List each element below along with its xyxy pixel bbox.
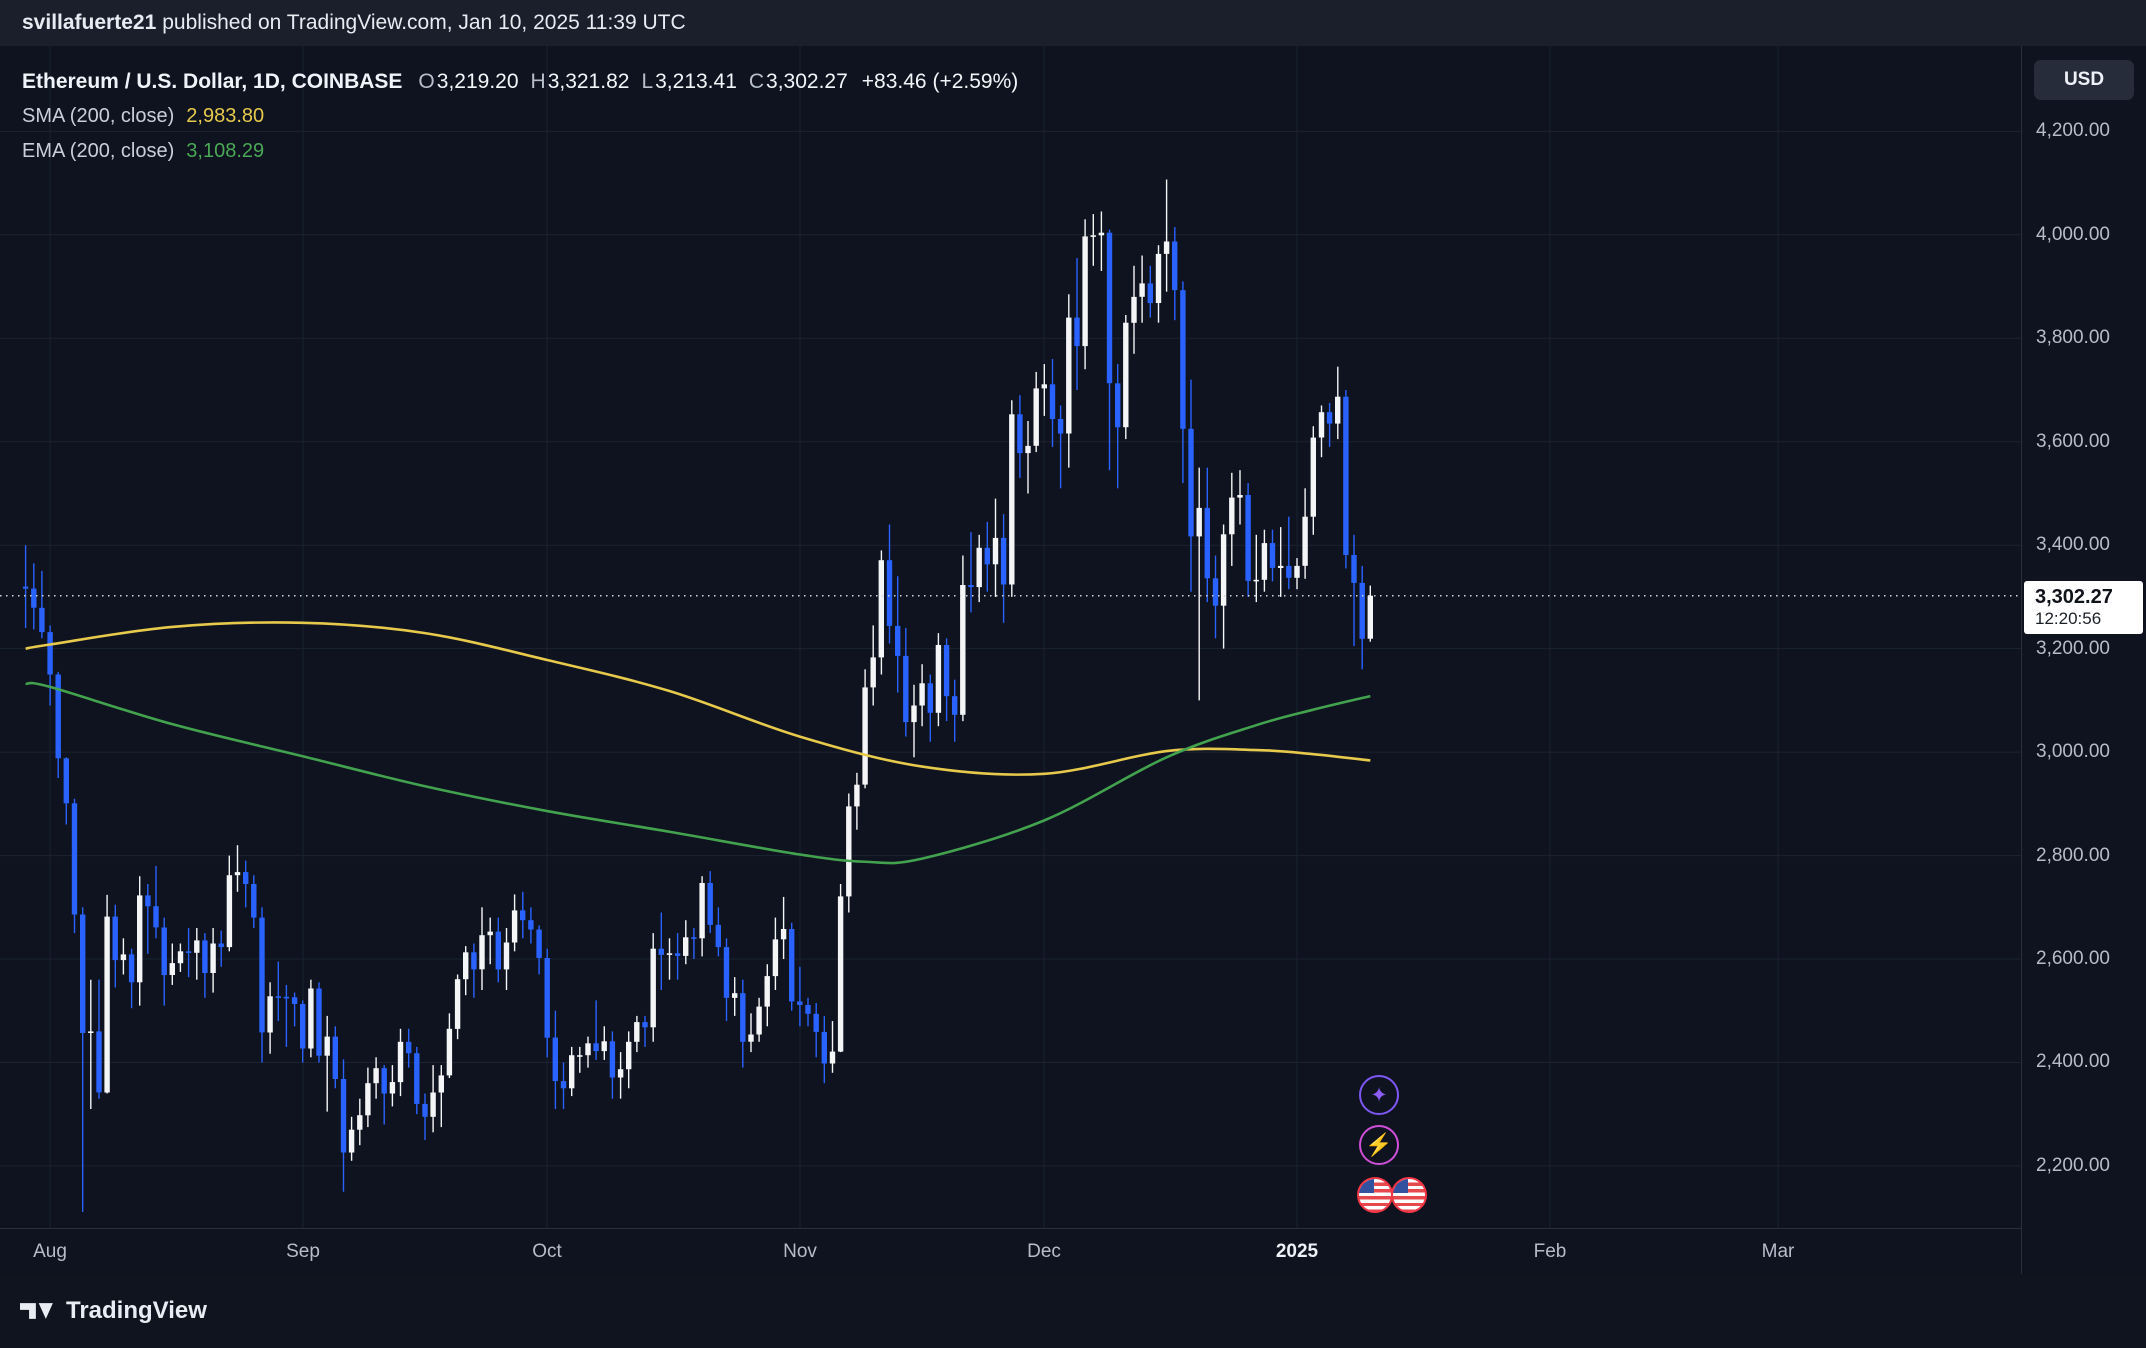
price-axis[interactable]: USD 4,200.00 4,000.00 3,800.00 3,600.00 3,40… [2021,46,2146,1274]
price-axis-label: 2,200.00 [2036,1155,2110,1176]
time-axis-label: Oct [532,1241,562,1262]
price-axis-label: 2,400.00 [2036,1051,2110,1072]
publish-info: published on TradingView.com, Jan 10, 20… [162,11,686,34]
ohlc-letter: L [641,69,654,93]
bolt-widget-icon[interactable]: ⚡ [1359,1125,1399,1165]
tradingview-logo-icon[interactable] [20,1297,54,1325]
publisher-name: svillafuerte21 [22,11,157,34]
ohlc-value: 3,302.27 [766,69,848,93]
us-flag-icon[interactable] [1357,1177,1393,1213]
time-axis-label: Sep [286,1241,320,1262]
time-axis-label: Aug [33,1241,67,1262]
ema-value: 3,108.29 [186,140,265,162]
lightning-icon: ⚡ [1365,1132,1393,1157]
grid [0,46,2021,1228]
sparkle-icon: ✦ [1370,1083,1388,1107]
candles [22,179,1373,1212]
time-axis-label: Dec [1027,1241,1061,1262]
time-axis-label: Mar [1761,1241,1795,1262]
currency-button[interactable]: USD [2034,60,2134,100]
ema-label: EMA (200, close) [22,140,175,162]
ohlc-pair: L3,213.41 [641,70,736,93]
price-axis-label: 4,200.00 [2036,120,2110,141]
bar-countdown: 12:20:56 [2035,609,2102,628]
tradingview-brand[interactable]: TradingView [66,1297,207,1324]
price-axis-label: 3,800.00 [2036,327,2110,348]
last-price-value: 3,302.27 [2035,586,2113,608]
price-axis-label: 4,000.00 [2036,224,2110,245]
ema-row[interactable]: EMA (200, close) 3,108.29 [22,134,1018,169]
sma-line [25,621,1371,776]
publish-bar: svillafuerte21 published on TradingView.… [0,0,2146,46]
ohlc-letter: C [748,69,765,93]
ohlc-value: 3,219.20 [436,69,519,93]
price-change: +83.46 (+2.59%) [861,69,1019,93]
sma-label: SMA (200, close) [22,105,175,127]
symbol-row[interactable]: Ethereum / U.S. Dollar, 1D, COINBASE O3,… [22,64,1018,99]
time-axis[interactable]: Aug Sep Oct Nov Dec 2025 Feb Mar [0,1228,2021,1274]
price-axis-label: 3,600.00 [2036,431,2110,452]
ohlc-pair: O3,219.20 [418,70,518,93]
ohlc-letter: H [530,69,546,93]
price-axis-label: 2,600.00 [2036,948,2110,969]
ohlc-pair: C3,302.27 [749,70,848,93]
ema-line [25,681,1371,865]
candlestick-chart[interactable] [0,46,2021,1228]
chart-pane[interactable]: Ethereum / U.S. Dollar, 1D, COINBASE O3,… [0,46,2021,1228]
price-axis-label: 3,200.00 [2036,638,2110,659]
ohlc-letter: O [418,69,435,93]
time-axis-label: Nov [783,1241,817,1262]
ohlc-pair: H3,321.82 [531,70,630,93]
last-price-label: 3,302.27 12:20:56 [2024,581,2143,634]
sma-value: 2,983.80 [186,105,265,127]
us-flag-icon[interactable] [1391,1177,1427,1213]
time-axis-label: Feb [1533,1241,1567,1262]
ohlc-values: O3,219.20 H3,321.82 L3,213.41 C3,302.27 [418,70,859,94]
ohlc-value: 3,321.82 [547,69,630,93]
price-axis-label: 3,000.00 [2036,741,2110,762]
sma-row[interactable]: SMA (200, close) 2,983.80 [22,99,1018,134]
chart-legend: Ethereum / U.S. Dollar, 1D, COINBASE O3,… [22,64,1018,169]
sparkle-widget-icon[interactable]: ✦ [1359,1075,1399,1115]
ohlc-value: 3,213.41 [655,69,737,93]
price-axis-label: 3,400.00 [2036,534,2110,555]
price-axis-label: 2,800.00 [2036,845,2110,866]
footer: TradingView [0,1274,2146,1348]
symbol-title: Ethereum / U.S. Dollar, 1D, COINBASE [22,69,403,93]
time-axis-label: 2025 [1275,1241,1319,1262]
